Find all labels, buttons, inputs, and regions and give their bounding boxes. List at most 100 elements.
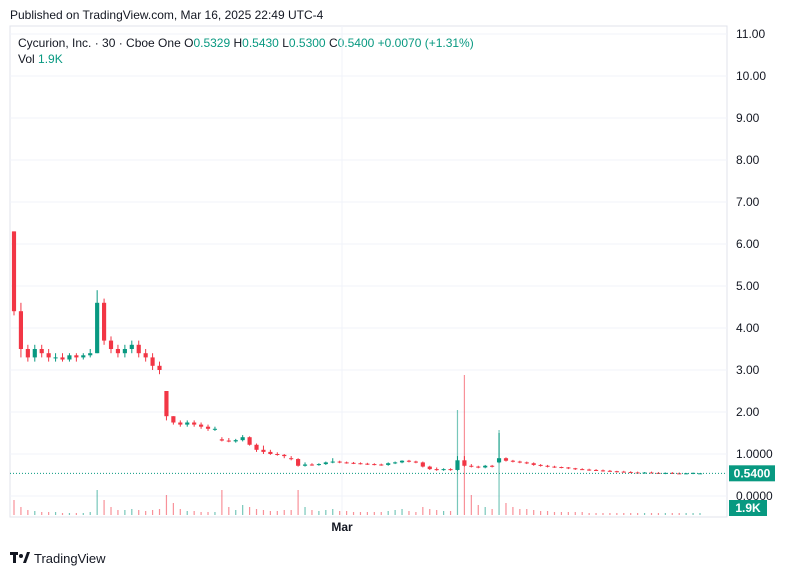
- candle-body: [67, 355, 72, 360]
- candle-body: [240, 437, 245, 441]
- candle: [53, 353, 58, 362]
- volume-bar: [574, 512, 576, 515]
- volume-bar: [117, 510, 119, 515]
- candle: [108, 336, 114, 354]
- candle: [178, 420, 183, 427]
- volume-bar: [235, 510, 237, 515]
- candle: [358, 462, 363, 465]
- volume-bar: [623, 513, 625, 515]
- candle-body: [32, 349, 37, 358]
- candle-body: [212, 428, 218, 430]
- brand-name: TradingView: [34, 551, 106, 566]
- candle-body: [386, 463, 391, 465]
- volume-bar: [422, 507, 424, 515]
- candle: [136, 340, 141, 358]
- candle-body: [552, 466, 557, 468]
- candle: [129, 340, 134, 354]
- candle-body: [25, 349, 30, 358]
- volume-bar: [498, 430, 500, 515]
- candle: [88, 349, 93, 358]
- volume-bar: [54, 512, 57, 515]
- candle-body: [399, 460, 405, 463]
- candle-body: [503, 458, 509, 461]
- candle-body: [434, 469, 439, 471]
- candle: [455, 456, 460, 471]
- candle: [74, 353, 79, 362]
- candle-body: [614, 471, 619, 473]
- candle: [157, 361, 162, 375]
- candle-body: [316, 464, 321, 466]
- volume-bar: [283, 510, 285, 515]
- candle-body: [496, 458, 502, 463]
- price-tick-label: 1.0000: [736, 447, 773, 461]
- open-value: 0.5329: [193, 36, 231, 50]
- candle: [18, 302, 24, 358]
- tradingview-brand[interactable]: TradingView: [10, 551, 106, 566]
- volume-bar: [165, 495, 168, 515]
- candle: [427, 465, 432, 470]
- volume-bar: [678, 513, 680, 515]
- volume-bar: [41, 512, 43, 515]
- candle: [538, 464, 543, 467]
- volume-bar: [276, 511, 278, 515]
- volume-bar: [269, 511, 271, 515]
- candle-body: [379, 464, 384, 466]
- candle: [420, 461, 425, 468]
- candle: [545, 464, 550, 468]
- volume-bar: [151, 510, 154, 515]
- candle: [614, 470, 619, 473]
- volume-bar: [415, 512, 417, 515]
- volume-bar: [560, 512, 563, 515]
- volume-bar: [491, 509, 493, 515]
- volume-bar: [484, 507, 486, 515]
- volume-bar: [103, 500, 105, 515]
- candle: [406, 459, 412, 463]
- volume-bars: [13, 375, 701, 515]
- candle-body: [282, 454, 287, 457]
- volume-bar: [68, 513, 71, 515]
- candle: [531, 462, 536, 466]
- candle-body: [462, 460, 467, 466]
- price-tick-label: 10.00: [736, 69, 766, 83]
- candle: [205, 424, 211, 431]
- candle: [365, 462, 370, 465]
- volume-bar: [692, 513, 694, 515]
- candle-body: [81, 355, 86, 358]
- candle-body: [226, 440, 231, 442]
- volume-bar: [145, 511, 147, 515]
- volume-bar: [540, 511, 542, 515]
- candle: [490, 464, 495, 468]
- candle: [261, 445, 266, 454]
- candle: [469, 464, 474, 468]
- price-tick-label: 4.00: [736, 321, 760, 335]
- candle: [150, 353, 155, 370]
- volume-bar: [408, 511, 410, 515]
- low-label: L: [282, 36, 289, 50]
- price-tick-label: 3.00: [736, 363, 760, 377]
- volume-bar: [616, 513, 618, 515]
- candle-body: [406, 460, 412, 462]
- volume-bar: [401, 509, 403, 515]
- candle: [580, 468, 585, 471]
- candle-body: [95, 302, 100, 354]
- candle: [185, 420, 190, 427]
- volume-bar: [179, 509, 181, 515]
- volume-bar: [89, 512, 91, 515]
- candle-body: [53, 357, 58, 359]
- chart-grid: [9, 25, 728, 518]
- candle: [462, 456, 467, 467]
- volume-bar: [595, 513, 597, 515]
- volume-bar: [124, 510, 126, 515]
- candle: [559, 466, 564, 469]
- candle-body: [337, 461, 342, 463]
- volume-bar: [96, 490, 98, 515]
- volume-bar: [248, 507, 251, 515]
- volume-bar: [359, 512, 362, 515]
- candle-body: [559, 467, 564, 469]
- candle: [309, 463, 315, 466]
- candle-body: [670, 472, 675, 474]
- volume-bar: [526, 509, 528, 515]
- candle-body: [628, 472, 633, 474]
- candle-body: [413, 461, 418, 463]
